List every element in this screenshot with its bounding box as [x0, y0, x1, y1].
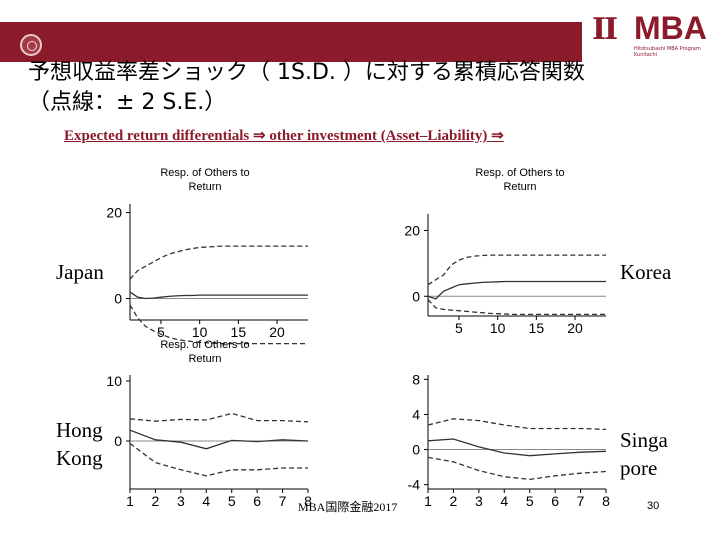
confidence-band-line: [427, 456, 607, 481]
x-tick-label: 15: [529, 320, 545, 336]
page-number: 30: [647, 500, 660, 512]
x-tick-label: 20: [269, 324, 285, 340]
x-tick-label: 7: [577, 493, 585, 509]
x-tick-label: 2: [450, 493, 458, 509]
confidence-band-line: [129, 245, 308, 280]
chart-title-line-2: Return: [188, 353, 221, 365]
response-line: [129, 429, 309, 450]
label-singapore: Singa pore: [620, 428, 668, 480]
header-bar: [0, 22, 582, 62]
response-line: [427, 438, 607, 457]
chart-title-line-1: Resp. of Others to: [475, 167, 564, 179]
x-tick-label: 10: [192, 324, 208, 340]
slide-title: 予想収益率差ショック（ 1S.D. ）に対する累積応答関数 （点線：± 2 S.…: [28, 58, 688, 118]
confidence-band-line: [427, 418, 607, 431]
y-tick-label: 4: [412, 406, 420, 422]
footer-course: MBA国際金融2017: [298, 500, 398, 514]
confidence-band-line: [427, 299, 606, 316]
x-tick-label: 5: [228, 493, 236, 509]
chart-title-line-1: Resp. of Others to: [160, 167, 249, 179]
x-tick-label: 6: [551, 493, 559, 509]
x-tick-label: 20: [567, 320, 583, 336]
x-tick-label: 5: [157, 324, 165, 340]
label-hong-kong: Hong Kong: [56, 418, 103, 470]
x-tick-label: 5: [526, 493, 534, 509]
y-tick-label: 20: [404, 222, 420, 238]
y-tick-label: 20: [106, 205, 122, 221]
chart-title-line-2: Return: [503, 181, 536, 193]
slide-subtitle: Expected return differentials ⇒ other in…: [64, 128, 504, 144]
label-japan: Japan: [56, 260, 104, 284]
x-tick-label: 1: [424, 493, 432, 509]
x-tick-label: 8: [602, 493, 610, 509]
y-tick-label: 10: [106, 373, 122, 389]
chart-title-line-2: Return: [188, 181, 221, 193]
x-tick-label: 1: [126, 493, 134, 509]
x-tick-label: 7: [279, 493, 287, 509]
x-tick-label: 6: [253, 493, 261, 509]
x-tick-label: 3: [475, 493, 483, 509]
confidence-band-line: [129, 442, 308, 477]
label-korea: Korea: [620, 260, 672, 284]
mba-logo: II MBA Hitotsubashi MBA Program Kunitach…: [592, 8, 714, 66]
confidence-band-line: [129, 304, 308, 345]
x-tick-label: 2: [152, 493, 160, 509]
x-tick-label: 10: [490, 320, 506, 336]
confidence-band-line: [129, 412, 309, 423]
y-tick-label: 0: [412, 442, 420, 458]
logo-text: MBA: [634, 10, 707, 46]
x-tick-label: 4: [202, 493, 210, 509]
slide-title-line-2: （点線：± 2 S.E.）: [28, 90, 227, 115]
logo-mark: II: [592, 12, 618, 47]
logo-subtext: Hitotsubashi MBA Program Kunitachi: [634, 46, 701, 58]
university-seal-icon: [20, 34, 42, 56]
x-tick-label: 5: [455, 320, 463, 336]
y-tick-label: 0: [114, 291, 122, 307]
x-tick-label: 4: [500, 493, 508, 509]
y-tick-label: -4: [408, 477, 421, 493]
slide-title-line-1: 予想収益率差ショック（ 1S.D. ）に対する累積応答関数: [28, 60, 585, 85]
response-line: [427, 280, 606, 300]
x-tick-label: 8: [304, 493, 312, 509]
x-tick-label: 15: [231, 324, 247, 340]
chart-title-line-1: Resp. of Others to: [160, 339, 249, 351]
y-tick-label: 0: [114, 433, 122, 449]
x-tick-label: 3: [177, 493, 185, 509]
response-line: [129, 291, 308, 300]
y-tick-label: 8: [412, 371, 420, 387]
y-tick-label: 0: [412, 288, 420, 304]
confidence-band-line: [427, 254, 606, 286]
